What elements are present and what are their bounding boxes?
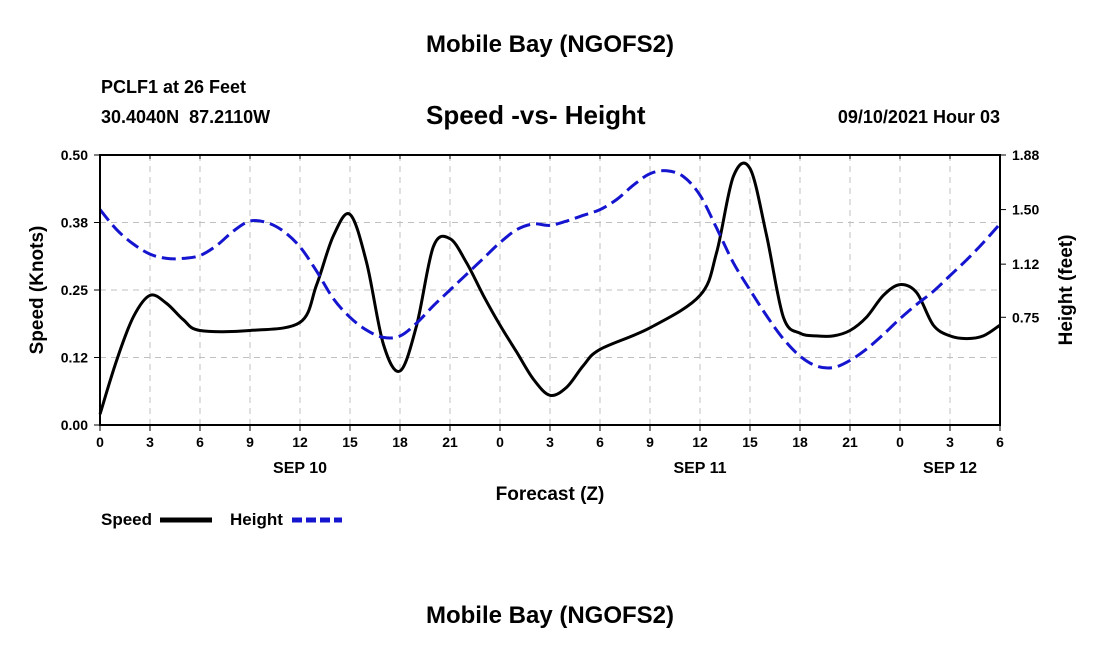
x-tick-label: 3: [546, 434, 554, 450]
series-speed-line: [98, 161, 1001, 415]
y-right-tick-label: 1.50: [1012, 202, 1039, 218]
x-tick-label: 3: [146, 434, 154, 450]
legend-speed-label: Speed: [101, 510, 152, 529]
series-height-line: [98, 169, 1002, 370]
station-coordinates: 30.4040N 87.2110W: [101, 107, 271, 127]
axis-ticks: 0 3 6 9 12 15 18 21 0 3 6 9 12 15 18 21 0 3 6 SEP 10 SEP 11 S…: [61, 147, 1040, 477]
x-tick-label: 21: [842, 434, 858, 450]
date-label: SEP 11: [673, 460, 726, 477]
x-tick-label: 9: [646, 434, 654, 450]
date-label: SEP 10: [273, 460, 327, 477]
x-tick-label: 0: [896, 434, 904, 450]
station-label: PCLF1 at 26 Feet: [101, 77, 247, 97]
x-tick-label: 0: [96, 434, 104, 450]
x-tick-label: 0: [496, 434, 504, 450]
chart-subtitle: Speed -vs- Height: [426, 100, 646, 130]
forecast-datetime: 09/10/2021 Hour 03: [837, 107, 1000, 127]
legend-height-label: Height: [230, 510, 283, 529]
x-tick-label: 3: [946, 434, 954, 450]
x-tick-label: 12: [292, 434, 308, 450]
y-left-tick-label: 0.25: [61, 282, 88, 298]
grid-lines: [100, 155, 1000, 425]
x-tick-label: 15: [742, 434, 758, 450]
y-right-tick-label: 1.12: [1012, 256, 1039, 272]
x-tick-label: 18: [392, 434, 408, 450]
x-tick-label: 18: [792, 434, 808, 450]
footer-title: Mobile Bay (NGOFS2): [425, 602, 675, 629]
y-left-tick-label: 0.38: [61, 215, 88, 231]
y-left-tick-label: 0.50: [61, 147, 88, 163]
x-tick-label: 12: [692, 434, 708, 450]
chart-title: Mobile Bay (NGOFS2): [425, 31, 675, 58]
y-axis-left-label: Speed (Knots): [27, 226, 48, 355]
x-tick-label: 21: [442, 434, 458, 450]
y-right-tick-label: 0.75: [1012, 309, 1039, 325]
x-tick-label: 6: [196, 434, 204, 450]
y-left-tick-label: 0.12: [61, 350, 88, 366]
y-axis-right-label: Height (feet): [1056, 235, 1077, 346]
x-tick-label: 15: [342, 434, 358, 450]
series-lines: [98, 161, 1002, 415]
x-axis-label: Forecast (Z): [496, 484, 605, 505]
x-tick-label: 6: [996, 434, 1004, 450]
date-label: SEP 12: [923, 460, 977, 477]
x-tick-label: 9: [246, 434, 254, 450]
y-right-tick-label: 1.88: [1012, 147, 1039, 163]
x-tick-label: 6: [596, 434, 604, 450]
y-left-tick-label: 0.00: [61, 417, 88, 433]
